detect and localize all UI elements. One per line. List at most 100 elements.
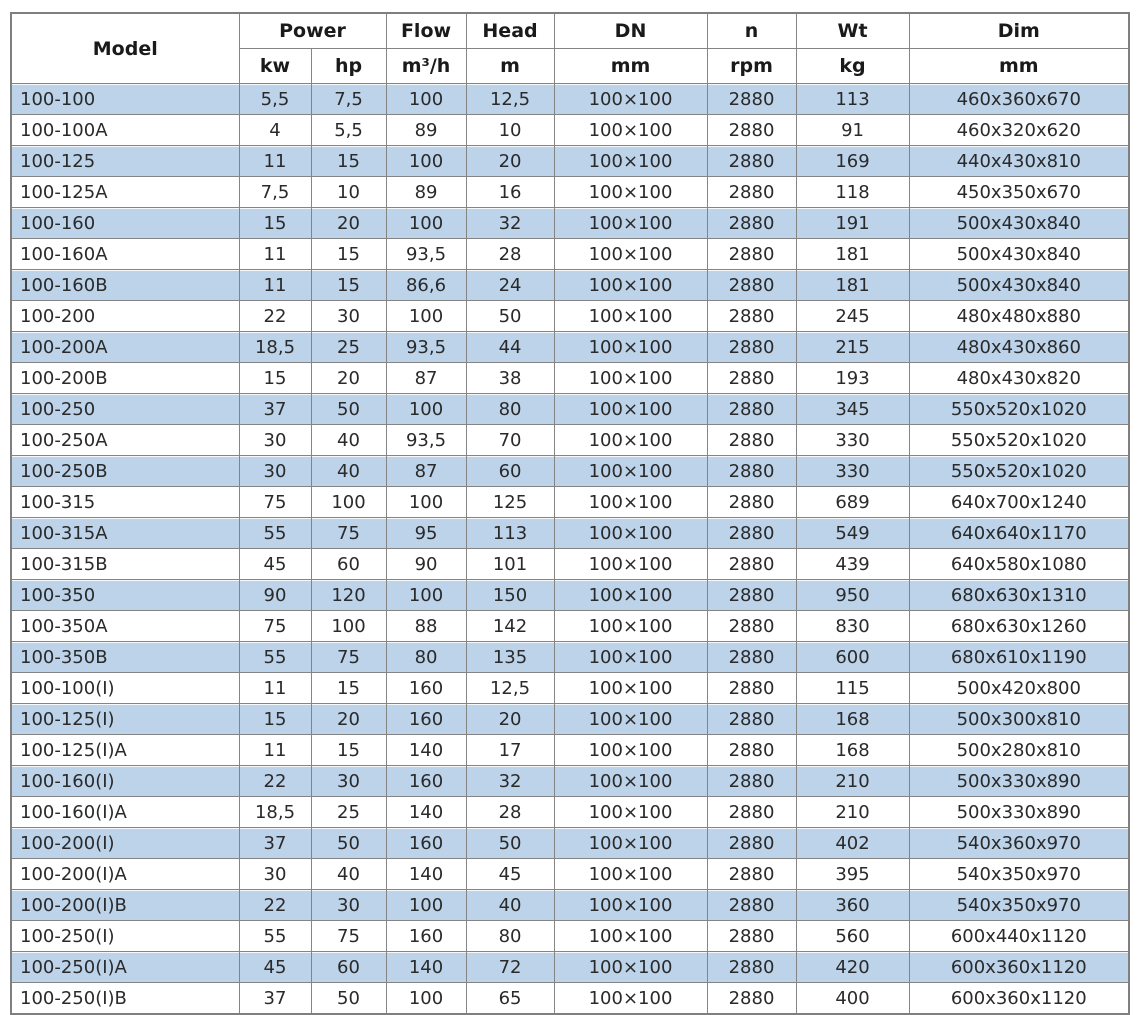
table-row: 100-125A 7,5 10 89 16 100×100 2880 118 450x350x6… [10, 176, 1130, 208]
cell-wt: 168 [795, 734, 910, 766]
table-row: 100-315A 55 75 95 113 100×100 2880 549 640x640x1… [10, 517, 1130, 549]
cell-model: 100-315A [10, 517, 240, 549]
cell-model: 100-250(I) [10, 920, 240, 952]
cell-kw: 37 [238, 827, 312, 859]
cell-dn: 100×100 [553, 610, 708, 642]
cell-head: 50 [465, 827, 555, 859]
cell-wt: 210 [795, 765, 910, 797]
cell-dim: 540x360x970 [908, 827, 1130, 859]
cell-n: 2880 [706, 796, 797, 828]
cell-kw: 4 [238, 114, 312, 146]
cell-hp: 60 [310, 548, 387, 580]
cell-wt: 950 [795, 579, 910, 611]
cell-head: 28 [465, 796, 555, 828]
cell-kw: 15 [238, 703, 312, 735]
table-row: 100-200(I)B 22 30 100 40 100×100 2880 360 540x35… [10, 889, 1130, 921]
table-row: 100-250(I) 55 75 160 80 100×100 2880 560 600x440… [10, 920, 1130, 952]
cell-flow: 140 [385, 734, 467, 766]
cell-wt: 168 [795, 703, 910, 735]
cell-flow: 89 [385, 176, 467, 208]
cell-dn: 100×100 [553, 176, 708, 208]
cell-wt: 345 [795, 393, 910, 425]
cell-hp: 75 [310, 641, 387, 673]
cell-hp: 50 [310, 827, 387, 859]
col-unit-dn: mm [553, 48, 708, 84]
cell-flow: 160 [385, 827, 467, 859]
cell-dim: 500x430x840 [908, 207, 1130, 239]
cell-wt: 193 [795, 362, 910, 394]
table-row: 100-100A 4 5,5 89 10 100×100 2880 91 460x320x620 [10, 114, 1130, 146]
cell-kw: 55 [238, 641, 312, 673]
cell-dn: 100×100 [553, 300, 708, 332]
cell-wt: 118 [795, 176, 910, 208]
cell-dim: 500x420x800 [908, 672, 1130, 704]
cell-head: 32 [465, 765, 555, 797]
cell-hp: 15 [310, 269, 387, 301]
cell-n: 2880 [706, 362, 797, 394]
cell-n: 2880 [706, 827, 797, 859]
cell-hp: 5,5 [310, 114, 387, 146]
cell-n: 2880 [706, 393, 797, 425]
cell-model: 100-200(I)B [10, 889, 240, 921]
table-row: 100-250 37 50 100 80 100×100 2880 345 550x520x10… [10, 393, 1130, 425]
cell-dim: 680x630x1260 [908, 610, 1130, 642]
cell-hp: 7,5 [310, 83, 387, 115]
cell-flow: 140 [385, 951, 467, 983]
cell-model: 100-250B [10, 455, 240, 487]
col-header-model: Model [10, 12, 240, 84]
table-row: 100-250B 30 40 87 60 100×100 2880 330 550x520x10… [10, 455, 1130, 487]
col-header-n: n [706, 12, 797, 49]
cell-model: 100-250(I)A [10, 951, 240, 983]
cell-wt: 210 [795, 796, 910, 828]
cell-n: 2880 [706, 734, 797, 766]
cell-dn: 100×100 [553, 393, 708, 425]
cell-dim: 500x430x840 [908, 269, 1130, 301]
cell-kw: 55 [238, 920, 312, 952]
table-row: 100-160(I) 22 30 160 32 100×100 2880 210 500x330… [10, 765, 1130, 797]
table-row: 100-350A 75 100 88 142 100×100 2880 830 680x630x… [10, 610, 1130, 642]
cell-kw: 22 [238, 765, 312, 797]
cell-n: 2880 [706, 858, 797, 890]
cell-n: 2880 [706, 920, 797, 952]
cell-dim: 680x610x1190 [908, 641, 1130, 673]
cell-head: 32 [465, 207, 555, 239]
cell-dn: 100×100 [553, 641, 708, 673]
cell-hp: 50 [310, 982, 387, 1015]
table-body: 100-100 5,5 7,5 100 12,5 100×100 2880 113 460x36… [10, 83, 1130, 1015]
cell-n: 2880 [706, 455, 797, 487]
cell-hp: 40 [310, 424, 387, 456]
cell-dn: 100×100 [553, 114, 708, 146]
table-row: 100-315 75 100 100 125 100×100 2880 689 640x700x… [10, 486, 1130, 518]
cell-kw: 11 [238, 238, 312, 270]
cell-dn: 100×100 [553, 951, 708, 983]
cell-wt: 395 [795, 858, 910, 890]
cell-model: 100-200B [10, 362, 240, 394]
cell-kw: 75 [238, 610, 312, 642]
cell-kw: 5,5 [238, 83, 312, 115]
cell-hp: 30 [310, 765, 387, 797]
cell-head: 113 [465, 517, 555, 549]
cell-kw: 37 [238, 393, 312, 425]
cell-wt: 113 [795, 83, 910, 115]
cell-hp: 75 [310, 517, 387, 549]
col-header-wt: Wt [795, 12, 910, 49]
cell-wt: 360 [795, 889, 910, 921]
cell-wt: 420 [795, 951, 910, 983]
cell-dn: 100×100 [553, 331, 708, 363]
cell-dim: 680x630x1310 [908, 579, 1130, 611]
cell-dn: 100×100 [553, 889, 708, 921]
cell-n: 2880 [706, 703, 797, 735]
cell-flow: 100 [385, 579, 467, 611]
col-unit-flow: m³/h [385, 48, 467, 84]
cell-head: 40 [465, 889, 555, 921]
col-unit-kw: kw [238, 48, 312, 84]
cell-dim: 500x280x810 [908, 734, 1130, 766]
table-row: 100-200 22 30 100 50 100×100 2880 245 480x480x88… [10, 300, 1130, 332]
cell-head: 135 [465, 641, 555, 673]
cell-kw: 11 [238, 145, 312, 177]
cell-model: 100-125 [10, 145, 240, 177]
table-row: 100-100(I) 11 15 160 12,5 100×100 2880 115 500x4… [10, 672, 1130, 704]
cell-n: 2880 [706, 424, 797, 456]
cell-hp: 40 [310, 455, 387, 487]
